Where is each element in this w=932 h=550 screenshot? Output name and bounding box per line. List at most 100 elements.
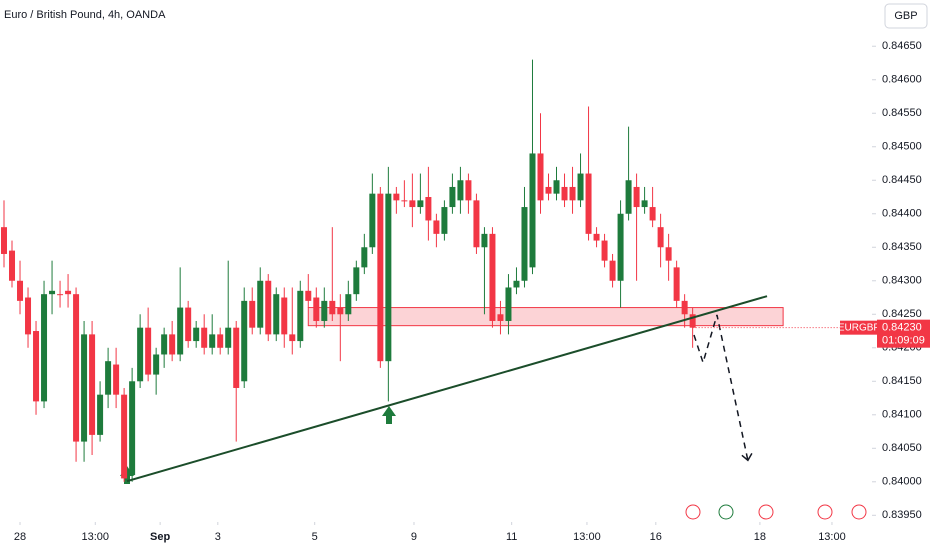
candle-body bbox=[161, 334, 168, 355]
y-tick-label: 0.84100 bbox=[882, 409, 922, 421]
event-icon[interactable] bbox=[685, 504, 701, 520]
symbol-tag bbox=[840, 320, 878, 335]
y-tick-label: 0.84500 bbox=[882, 141, 922, 153]
candle-body bbox=[225, 327, 232, 348]
candle-body bbox=[257, 280, 264, 328]
candle-body bbox=[33, 331, 40, 402]
chart-title: Euro / British Pound, 4h, OANDA bbox=[4, 9, 166, 21]
candle-body bbox=[233, 327, 240, 388]
candle-body bbox=[481, 233, 488, 248]
candle-body bbox=[113, 364, 120, 395]
candle-body bbox=[89, 334, 96, 435]
up-arrow bbox=[382, 406, 396, 424]
candle-body bbox=[641, 200, 648, 208]
candle-body bbox=[337, 307, 344, 315]
candle-body bbox=[9, 250, 16, 281]
candle-body bbox=[97, 394, 104, 435]
candle-body bbox=[273, 294, 280, 335]
event-icons bbox=[685, 504, 867, 520]
candle-body bbox=[601, 240, 608, 261]
candle-body bbox=[433, 220, 440, 234]
candle-body bbox=[353, 267, 360, 295]
candle-body bbox=[385, 193, 392, 362]
candle-body bbox=[561, 186, 568, 201]
y-tick-label: 0.84000 bbox=[882, 476, 922, 488]
candle-body bbox=[105, 361, 112, 395]
candle-body bbox=[689, 314, 696, 328]
event-icon[interactable] bbox=[817, 504, 833, 520]
candle-body bbox=[441, 207, 448, 234]
candle-body bbox=[57, 294, 64, 296]
countdown-label: 01:09:09 bbox=[882, 335, 925, 347]
candle-body bbox=[673, 267, 680, 301]
currency-label[interactable]: GBP bbox=[894, 10, 917, 22]
x-tick-label: 13:00 bbox=[573, 531, 601, 543]
candle-body bbox=[497, 314, 504, 321]
candle-body bbox=[217, 334, 224, 348]
candle-body bbox=[177, 307, 184, 355]
candle-body bbox=[121, 394, 128, 479]
x-tick-label: 5 bbox=[312, 531, 318, 543]
y-tick-label: 0.84350 bbox=[882, 241, 922, 253]
x-tick-label: 13:00 bbox=[818, 531, 846, 543]
currency-button[interactable] bbox=[884, 3, 928, 29]
candle-body bbox=[17, 280, 24, 301]
candle-body bbox=[593, 233, 600, 241]
candle-body bbox=[505, 287, 512, 321]
candle-body bbox=[545, 186, 552, 194]
candle-body bbox=[25, 297, 32, 335]
candle-body bbox=[145, 327, 152, 375]
x-tick-label: 11 bbox=[506, 531, 517, 543]
candle-body bbox=[41, 294, 48, 402]
candle-body bbox=[417, 200, 424, 208]
candle-body bbox=[457, 180, 464, 201]
y-tick-label: 0.84250 bbox=[882, 308, 922, 320]
candle-body bbox=[345, 294, 352, 315]
candle-body bbox=[409, 200, 416, 208]
symbol-label: EURGBP bbox=[838, 322, 881, 333]
candle-body bbox=[1, 227, 8, 254]
candle-body bbox=[289, 334, 296, 342]
candle-body bbox=[137, 327, 144, 382]
candle-body bbox=[185, 307, 192, 342]
candle-body bbox=[129, 381, 136, 476]
candle-body bbox=[553, 180, 560, 194]
support-zone bbox=[307, 307, 784, 327]
candle-body bbox=[153, 354, 160, 375]
candle-body bbox=[521, 207, 528, 281]
y-tick-label: 0.84150 bbox=[882, 375, 922, 387]
event-icon[interactable] bbox=[718, 504, 734, 520]
candle-body bbox=[321, 300, 328, 321]
event-icon[interactable] bbox=[851, 504, 867, 520]
candle-body bbox=[369, 193, 376, 248]
candle-body bbox=[617, 213, 624, 281]
y-tick-label: 0.84550 bbox=[882, 107, 922, 119]
x-tick-label: 18 bbox=[754, 531, 766, 543]
x-tick-label: 3 bbox=[215, 531, 221, 543]
x-tick-label: 9 bbox=[411, 531, 417, 543]
candle-body bbox=[529, 153, 536, 268]
candle-body bbox=[577, 173, 584, 201]
candle-body bbox=[65, 290, 72, 295]
candle-body bbox=[49, 290, 56, 295]
candle-body bbox=[585, 173, 592, 234]
candle-body bbox=[393, 193, 400, 201]
trendline bbox=[126, 295, 768, 483]
candle-body bbox=[537, 153, 544, 201]
candle-body bbox=[201, 327, 208, 348]
candle-body bbox=[193, 327, 200, 342]
candle-body bbox=[449, 186, 456, 208]
price-tag bbox=[877, 319, 930, 348]
candle-body bbox=[473, 200, 480, 248]
event-icon[interactable] bbox=[758, 504, 774, 520]
candle-body bbox=[169, 334, 176, 355]
candle-body bbox=[649, 207, 656, 221]
candle-body bbox=[489, 233, 496, 321]
candle-body bbox=[361, 247, 368, 268]
candle-body bbox=[665, 247, 672, 261]
candle-body bbox=[377, 193, 384, 362]
candle-body bbox=[625, 180, 632, 214]
y-tick-label: 0.84400 bbox=[882, 208, 922, 220]
